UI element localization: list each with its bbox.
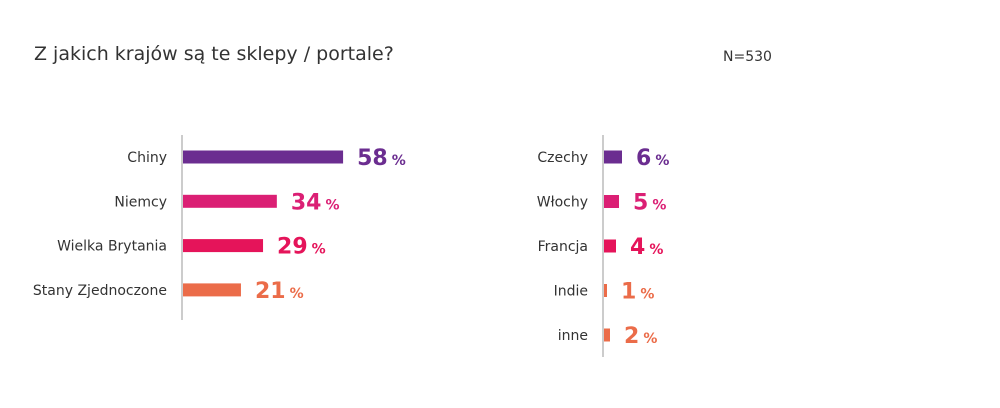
- value-number-chiny: 58: [357, 146, 388, 171]
- value-label-inne: 2%: [624, 324, 657, 349]
- bar-stany-zjednoczone: [183, 283, 241, 297]
- value-label-wlochy: 5%: [633, 191, 666, 216]
- sample-size-label: N=530: [723, 49, 772, 65]
- category-label-chiny: Chiny: [127, 150, 167, 166]
- chart-title: Z jakich krajów są te sklepy / portale?: [34, 43, 394, 65]
- bar-chiny: [183, 150, 344, 164]
- category-label-stany-zjednoczone: Stany Zjednoczone: [33, 283, 167, 299]
- bar-wlochy: [604, 195, 619, 208]
- category-label-inne: inne: [558, 328, 588, 344]
- value-label-indie: 1%: [621, 280, 654, 305]
- value-number-inne: 2: [624, 324, 639, 349]
- value-number-wlochy: 5: [633, 191, 648, 216]
- value-unit-czechy: %: [655, 153, 669, 169]
- value-unit-francja: %: [649, 242, 663, 258]
- right-bar-chart: Czechy 6 % Włochy 5 % Francja 4 % Indie 1 % inne 2%: [537, 135, 669, 357]
- value-label-chiny: 58%: [357, 146, 406, 171]
- category-label-wlochy: Włochy: [537, 195, 588, 211]
- category-label-francja: Francja: [538, 239, 588, 255]
- value-unit-wlochy: %: [652, 198, 666, 214]
- value-number-indie: 1: [621, 280, 636, 305]
- value-unit-chiny: %: [392, 153, 406, 169]
- left-bar-chart: Chiny 58 % Niemcy 34 % Wielka Brytania 29 % Stany…: [33, 135, 406, 320]
- category-label-czechy: Czechy: [537, 150, 588, 166]
- bar-indie: [604, 284, 607, 297]
- category-label-wielka-brytania: Wielka Brytania: [57, 239, 167, 255]
- value-unit-inne: %: [643, 331, 657, 347]
- value-label-wielka-brytania: 29%: [277, 235, 326, 260]
- value-unit-niemcy: %: [325, 197, 339, 213]
- bar-inne: [604, 328, 610, 342]
- value-number-czechy: 6: [636, 146, 651, 171]
- bar-czechy: [604, 150, 622, 164]
- value-unit-indie: %: [640, 287, 654, 303]
- category-label-indie: Indie: [554, 284, 588, 300]
- value-label-francja: 4%: [630, 235, 663, 260]
- bar-wielka-brytania: [183, 239, 264, 253]
- value-unit-stany-zjednoczone: %: [290, 286, 304, 302]
- bar-niemcy: [183, 194, 277, 208]
- value-label-niemcy: 34%: [291, 190, 340, 215]
- value-label-stany-zjednoczone: 21%: [255, 279, 304, 304]
- value-number-francja: 4: [630, 235, 645, 260]
- value-number-wielka-brytania: 29: [277, 235, 308, 260]
- value-number-stany-zjednoczone: 21: [255, 279, 286, 304]
- value-number-niemcy: 34: [291, 190, 322, 215]
- bar-francja: [604, 239, 616, 253]
- category-label-niemcy: Niemcy: [114, 194, 167, 210]
- value-unit-wielka-brytania: %: [312, 242, 326, 258]
- value-label-czechy: 6%: [636, 146, 669, 171]
